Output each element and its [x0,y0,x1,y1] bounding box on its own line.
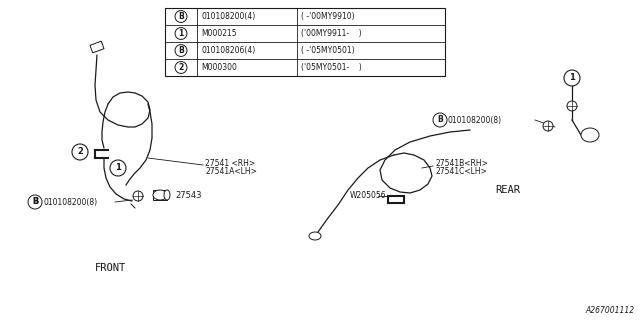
Text: B: B [178,46,184,55]
Text: 010108200(8): 010108200(8) [448,116,502,124]
Text: FRONT: FRONT [94,263,125,273]
Text: B: B [178,12,184,21]
Text: REAR: REAR [495,185,520,195]
Text: B: B [437,116,443,124]
Text: 1: 1 [115,164,121,172]
Text: M000215: M000215 [201,29,237,38]
Circle shape [28,195,42,209]
Text: A267001112: A267001112 [586,306,635,315]
Text: W205056: W205056 [350,191,387,201]
Text: B: B [32,197,38,206]
Circle shape [72,144,88,160]
Ellipse shape [153,190,167,200]
Circle shape [175,61,187,74]
Text: 27541 <RH>: 27541 <RH> [205,158,255,167]
Text: 27541A<LH>: 27541A<LH> [205,167,257,177]
Circle shape [133,191,143,201]
Text: 27543: 27543 [175,191,202,201]
Text: ('00MY9911-    ): ('00MY9911- ) [301,29,362,38]
Circle shape [175,28,187,39]
Circle shape [567,101,577,111]
Text: 27541B<RH>: 27541B<RH> [435,158,488,167]
Ellipse shape [309,232,321,240]
Text: 2: 2 [77,148,83,156]
Ellipse shape [581,128,599,142]
Text: 27541C<LH>: 27541C<LH> [435,167,487,177]
Circle shape [564,70,580,86]
Text: M000300: M000300 [201,63,237,72]
Text: 010108200(8): 010108200(8) [43,197,97,206]
Text: 2: 2 [179,63,184,72]
Circle shape [543,121,553,131]
Text: ('05MY0501-    ): ('05MY0501- ) [301,63,362,72]
Bar [153,190,167,200]
Circle shape [175,44,187,56]
Circle shape [110,160,126,176]
Text: 1: 1 [569,74,575,83]
Bar [165,8,445,76]
Text: 1: 1 [179,29,184,38]
Text: ( -'05MY0501): ( -'05MY0501) [301,46,355,55]
Ellipse shape [164,190,170,200]
Bar [90,41,104,53]
Text: ( -'00MY9910): ( -'00MY9910) [301,12,355,21]
Text: B: B [32,197,38,206]
Text: 010108206(4): 010108206(4) [201,46,255,55]
Text: 010108200(4): 010108200(4) [201,12,255,21]
Circle shape [433,113,447,127]
Circle shape [175,11,187,22]
